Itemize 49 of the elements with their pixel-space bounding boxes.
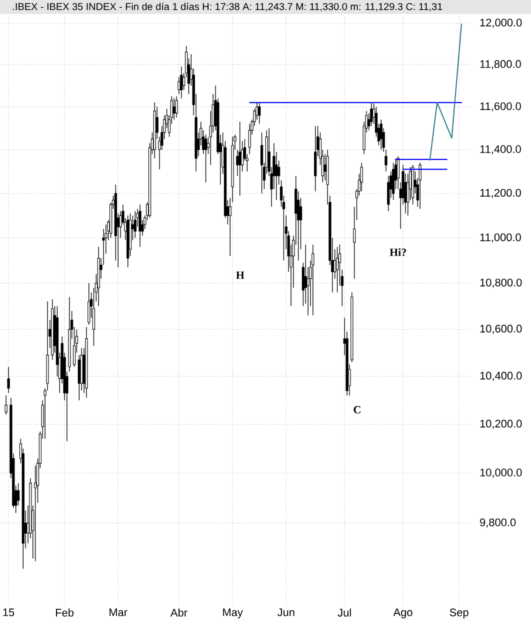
x-tick-label: May [223, 608, 243, 618]
x-tick-label: Jul [338, 608, 351, 617]
y-tick-label: 10,000.0 [480, 468, 522, 478]
y-tick-label: 11,000.0 [480, 233, 521, 243]
y-tick-label: 11,200.0 [480, 188, 521, 198]
candlestick [260, 132, 264, 194]
chart-title: .IBEX - IBEX 35 INDEX - Fin de día 1 días H: 17:38 A: 11,243.7 M: 11,330.0 m: 11,129.3 C: 11,31 [13, 2, 442, 12]
candlestick [7, 366, 10, 394]
annotation: C [354, 406, 360, 414]
candlestick [360, 162, 363, 192]
y-tick-label: 12,000.0 [480, 18, 522, 28]
y-tick-label: 9,800.0 [480, 518, 516, 528]
y-tick-label: 11,400.0 [480, 145, 521, 154]
y-tick-label: 10,200.0 [480, 420, 522, 429]
candlestick [387, 175, 390, 212]
y-tick-label: 10,600.0 [480, 324, 522, 334]
x-tick-label: Abr [170, 608, 188, 617]
candlestick [16, 482, 20, 506]
candlestick [4, 395, 8, 415]
candlestick [248, 124, 251, 154]
candlestick [204, 134, 208, 183]
candlestick [238, 121, 242, 196]
y-tick-label: 10,400.0 [480, 372, 522, 381]
annotation: Hi? [390, 248, 406, 256]
candlestick [88, 282, 90, 326]
candlestick [175, 96, 178, 118]
candlestick [138, 204, 142, 248]
candlestick [258, 102, 261, 124]
candlestick [418, 162, 422, 210]
candlestick [312, 244, 314, 316]
x-tick-label: 15 [3, 608, 14, 616]
candlestick [180, 66, 183, 99]
candlestick [370, 102, 373, 126]
annotation: H [236, 272, 244, 279]
line-series [429, 24, 462, 161]
candlestick [134, 210, 136, 238]
x-tick-label: Mar [110, 608, 128, 616]
candlestick [92, 287, 96, 346]
candlestick [336, 246, 339, 293]
x-tick-label: Ago [393, 608, 412, 618]
candlestick [314, 126, 317, 192]
x-tick-label: Jun [277, 608, 294, 616]
candlestick [299, 197, 302, 250]
x-tick-label: Feb [56, 608, 74, 617]
y-tick-label: 10,800.0 [480, 278, 522, 288]
candlestick [353, 206, 356, 279]
y-tick-label: 11,600.0 [480, 102, 521, 112]
y-tick-label: 11,800.0 [480, 60, 521, 70]
x-tick-label: Sep [450, 608, 468, 618]
